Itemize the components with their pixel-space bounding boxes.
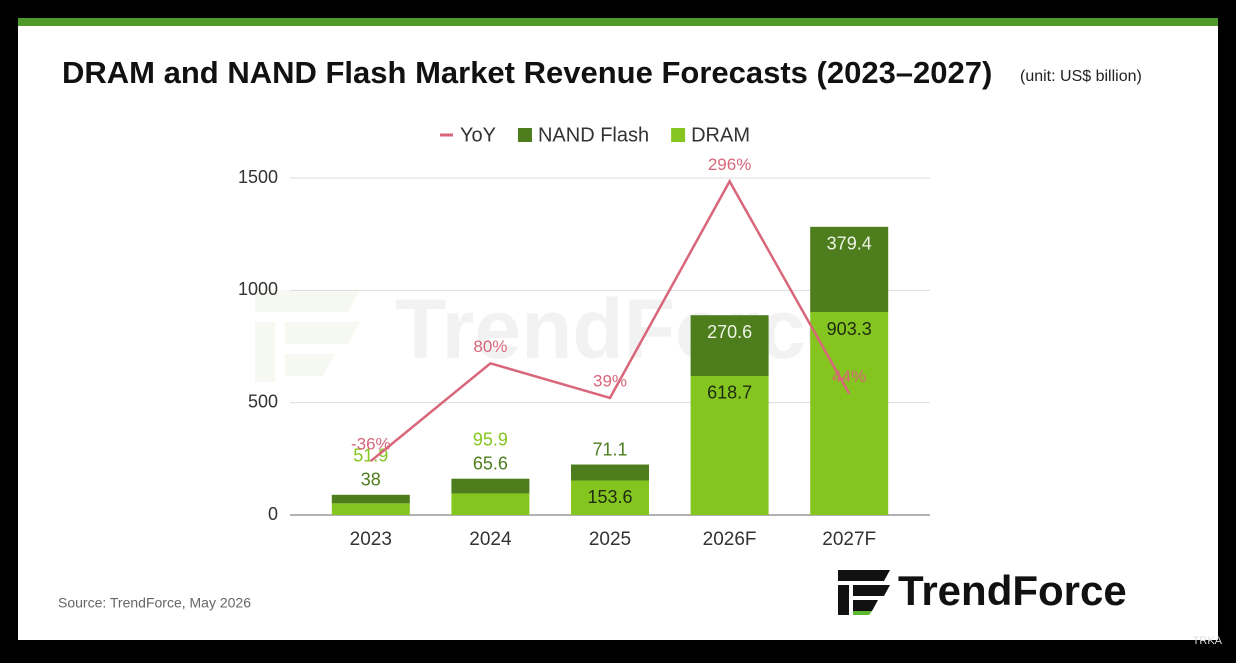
legend-swatch xyxy=(671,128,686,142)
data-label: 270.6 xyxy=(707,322,752,342)
source: Source: TrendForce, May 2026 xyxy=(58,595,251,611)
yoy-label: 296% xyxy=(708,155,751,174)
x-tick-label: 2027F xyxy=(822,529,876,550)
yoy-label: 39% xyxy=(593,371,627,390)
data-label: 38 xyxy=(361,470,381,490)
bar-segment xyxy=(571,480,649,515)
legend-label: NAND Flash xyxy=(538,124,649,146)
data-label: 95.9 xyxy=(473,429,508,449)
x-tick-label: 2025 xyxy=(589,529,631,550)
bar-segment xyxy=(810,312,889,515)
bar-segment xyxy=(451,493,530,515)
x-tick-label: 2023 xyxy=(350,529,392,550)
x-tick-label: 2026F xyxy=(703,529,757,550)
y-tick-label: 0 xyxy=(268,504,278,524)
data-label: 618.7 xyxy=(707,383,752,403)
top-bar xyxy=(18,18,1218,26)
yoy-label: 44% xyxy=(832,367,866,386)
data-label: 153.6 xyxy=(587,487,632,507)
bar-segment xyxy=(451,478,530,494)
watermark: TrendForce xyxy=(255,282,852,382)
legend-label: YoY xyxy=(460,124,496,146)
chart-title: DRAM and NAND Flash Market Revenue Forec… xyxy=(62,55,992,90)
y-tick-label: 500 xyxy=(248,391,278,411)
x-tick-label: 2024 xyxy=(469,529,512,550)
y-tick-label: 1500 xyxy=(238,167,278,187)
bar-segment xyxy=(331,494,410,504)
bar-segment xyxy=(810,226,889,313)
chart-subtitle: (unit: US$ billion) xyxy=(1020,68,1142,85)
yoy-line xyxy=(370,178,851,463)
watermark-text: TrendForce xyxy=(395,282,852,376)
data-label: 65.6 xyxy=(473,453,508,473)
corner-mark: TRKA xyxy=(1193,635,1223,647)
bar-segment xyxy=(331,503,410,515)
card xyxy=(18,18,1218,640)
data-label: 903.3 xyxy=(827,319,872,339)
logo: TrendForce xyxy=(838,567,1127,615)
bar-segment xyxy=(690,375,769,515)
logo-accent xyxy=(853,611,872,615)
data-label: 379.4 xyxy=(827,234,872,254)
legend-swatch xyxy=(517,128,532,142)
logo-text: TrendForce xyxy=(898,567,1127,614)
data-label: 51.9 xyxy=(353,446,388,466)
bar-segment xyxy=(571,464,649,481)
watermark-icon xyxy=(255,290,360,382)
bar-segment xyxy=(690,315,769,376)
y-tick-label: 1000 xyxy=(238,279,278,299)
legend-label: DRAM xyxy=(691,124,750,146)
data-label: 71.1 xyxy=(592,439,627,459)
yoy-label: -36% xyxy=(351,435,391,454)
yoy-label: 80% xyxy=(473,337,507,356)
logo-icon xyxy=(838,570,890,615)
